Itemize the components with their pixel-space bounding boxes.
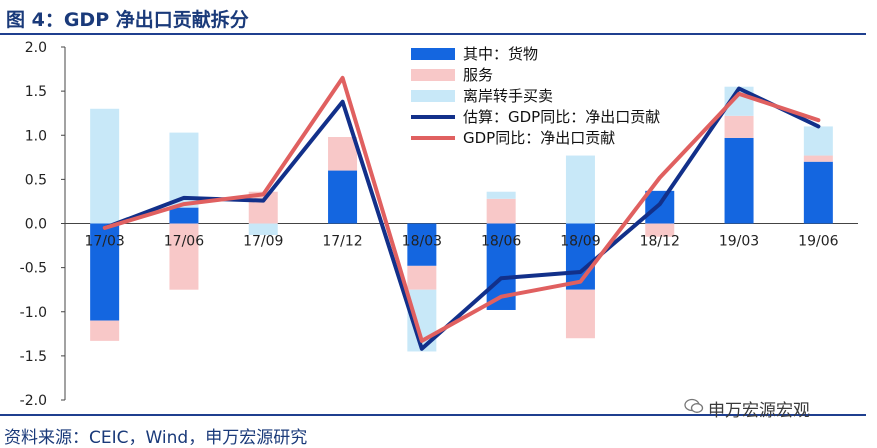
x-tick-label: 17/03 bbox=[84, 234, 124, 250]
chart-lines bbox=[102, 75, 821, 351]
x-tick-labels: 17/03 17/06 17/09 17/12 18/03 18/06 18/09 18/12… bbox=[84, 234, 838, 250]
bar-goods bbox=[407, 223, 437, 266]
legend-swatch-goods bbox=[411, 48, 455, 60]
y-tick-label: -1.0 bbox=[20, 305, 47, 321]
legend-swatch-services bbox=[411, 69, 455, 81]
line-estimate bbox=[102, 86, 821, 351]
bar-goods bbox=[724, 137, 754, 224]
bar-services bbox=[90, 320, 120, 341]
y-tick-label: 1.0 bbox=[25, 128, 47, 144]
page-title: 图 4：GDP 净出口贡献拆分 bbox=[6, 9, 249, 31]
bar-goods bbox=[169, 207, 199, 224]
watermark: 申万宏源宏观 bbox=[708, 401, 810, 421]
bottom-divider bbox=[0, 414, 866, 416]
wechat-icon bbox=[684, 398, 704, 413]
y-tick-label: -0.5 bbox=[20, 261, 47, 277]
source-note: 资料来源：CEIC，Wind，申万宏源研究 bbox=[4, 428, 308, 448]
bar-services bbox=[486, 198, 516, 224]
x-tick-label: 18/03 bbox=[402, 234, 442, 250]
bar-services bbox=[645, 223, 675, 237]
bar-offshore bbox=[90, 108, 120, 224]
x-tick-label: 18/09 bbox=[560, 234, 600, 250]
bar-services bbox=[724, 115, 754, 138]
x-tick-label: 17/12 bbox=[322, 234, 362, 250]
x-tick-label: 18/12 bbox=[640, 234, 680, 250]
y-tick-label: 1.5 bbox=[25, 84, 47, 100]
bar-services bbox=[328, 137, 358, 171]
y-tick-label: 2.0 bbox=[25, 40, 47, 56]
chart-bars bbox=[90, 86, 833, 352]
legend-label: 服务 bbox=[463, 66, 493, 84]
y-tick-label: -1.5 bbox=[20, 349, 47, 365]
y-tick-labels: 2.0 1.5 1.0 0.5 0.0 -0.5 -1.0 -1.5 -2.0 bbox=[20, 40, 47, 409]
bar-services bbox=[407, 265, 437, 290]
x-tick-label: 17/06 bbox=[164, 234, 204, 250]
legend-label: 离岸转手买卖 bbox=[463, 87, 553, 105]
bar-goods bbox=[803, 161, 833, 224]
bar-offshore bbox=[486, 191, 516, 199]
x-tick-label: 17/09 bbox=[243, 234, 283, 250]
bar-goods bbox=[645, 190, 675, 224]
bar-offshore bbox=[565, 155, 595, 224]
legend-label: 其中：货物 bbox=[463, 45, 538, 63]
y-tick-label: 0.5 bbox=[25, 172, 47, 188]
bar-services bbox=[169, 223, 199, 290]
x-tick-label: 19/06 bbox=[798, 234, 838, 250]
legend-swatch-offshore bbox=[411, 90, 455, 102]
bar-services bbox=[565, 289, 595, 339]
y-tick-label: 0.0 bbox=[25, 217, 47, 233]
y-tick-label: -2.0 bbox=[20, 393, 47, 409]
bar-offshore bbox=[803, 126, 833, 156]
legend-label: 估算：GDP同比：净出口贡献 bbox=[463, 108, 660, 126]
bar-offshore bbox=[248, 223, 278, 235]
x-tick-label: 19/03 bbox=[719, 234, 759, 250]
bar-goods bbox=[328, 170, 358, 224]
bar-offshore bbox=[169, 132, 199, 208]
line-gdp_yoy bbox=[102, 75, 821, 343]
bar-services bbox=[803, 155, 833, 162]
legend-label: GDP同比：净出口贡献 bbox=[463, 129, 615, 147]
x-tick-label: 18/06 bbox=[481, 234, 521, 250]
title-divider bbox=[0, 33, 866, 35]
bar-goods bbox=[90, 223, 120, 321]
